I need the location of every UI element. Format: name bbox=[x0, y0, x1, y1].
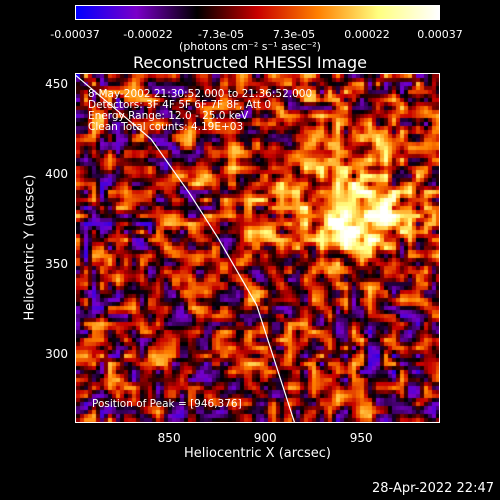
chart-title: Reconstructed RHESSI Image bbox=[133, 53, 367, 72]
x-tick-label: 850 bbox=[157, 431, 181, 445]
y-axis-label: Heliocentric Y (arcsec) bbox=[22, 174, 38, 321]
colorbar bbox=[75, 5, 440, 20]
solar-limb bbox=[76, 74, 295, 422]
x-tick-label: 950 bbox=[349, 431, 373, 445]
timestamp: 28-Apr-2022 22:47 bbox=[372, 481, 494, 496]
colorbar-tick-label: -0.00022 bbox=[123, 28, 173, 41]
limb-line bbox=[76, 74, 295, 422]
y-tick-label: 400 bbox=[45, 167, 68, 182]
heatmap-image bbox=[76, 74, 439, 422]
annotation-clean: Clean Total counts: 4.19E+03 bbox=[88, 121, 244, 133]
colorbar-tick-label: -0.00037 bbox=[50, 28, 100, 41]
colorbar-tick-label: -7.3e-05 bbox=[197, 28, 245, 41]
y-tick-label: 300 bbox=[45, 347, 68, 362]
annotation-detectors: Detectors: 3F 4F 5F 6F 7F 8F, Att 0 bbox=[88, 99, 272, 111]
y-tick-label: 350 bbox=[45, 257, 68, 272]
colorbar-tick-label: 0.00022 bbox=[344, 28, 390, 41]
x-tick-label: 900 bbox=[253, 431, 277, 445]
annotation-time: 8-May-2002 21:30:52.000 to 21:36:52.000 bbox=[88, 88, 313, 100]
annotation-energy: Energy Range: 12.0 - 25.0 keV bbox=[88, 110, 249, 122]
colorbar-tick-label: 0.00037 bbox=[417, 28, 463, 41]
x-axis-label: Heliocentric X (arcsec) bbox=[184, 446, 331, 461]
y-tick-label: 450 bbox=[45, 76, 68, 91]
colorbar-tick-label: 7.3e-05 bbox=[272, 28, 316, 41]
plot-area: 8-May-2002 21:30:52.000 to 21:36:52.000 … bbox=[75, 73, 440, 423]
colorbar-units: (photons cm⁻² s⁻¹ asec⁻²) bbox=[179, 40, 321, 53]
peak-label: Position of Peak = [946,376] bbox=[92, 398, 242, 410]
